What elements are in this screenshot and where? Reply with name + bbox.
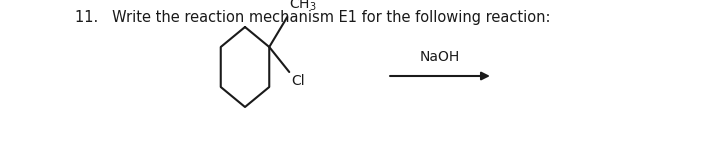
Text: NaOH: NaOH — [420, 50, 460, 64]
Text: Cl: Cl — [292, 74, 305, 88]
Text: CH$_3$: CH$_3$ — [289, 0, 317, 13]
Text: 11.   Write the reaction mechanism E1 for the following reaction:: 11. Write the reaction mechanism E1 for … — [75, 10, 551, 25]
